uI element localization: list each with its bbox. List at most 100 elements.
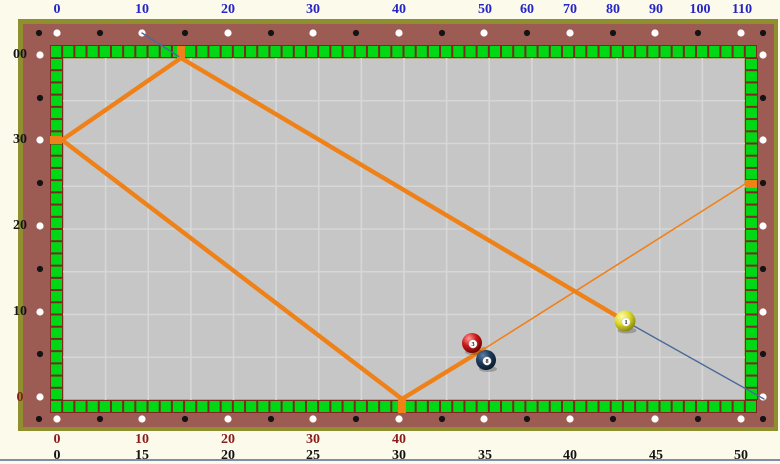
cushion-segment — [453, 46, 464, 57]
diamond-dot-white[interactable] — [737, 29, 745, 37]
cushion-segment — [51, 144, 62, 155]
cushion-segment — [367, 46, 379, 57]
cushion-segment — [209, 401, 220, 412]
diamond-dot-black[interactable] — [609, 415, 617, 423]
diamond-dot-black[interactable] — [181, 29, 189, 37]
cushion-segment — [282, 46, 293, 57]
diamond-dot-black[interactable] — [759, 29, 767, 37]
diamond-dot-white[interactable] — [224, 29, 232, 37]
bottom-red-scale-label-10: 10 — [135, 432, 149, 447]
diamond-dot-white[interactable] — [759, 393, 767, 401]
diamond-dot-black[interactable] — [438, 415, 446, 423]
diamond-dot-white[interactable] — [36, 308, 44, 316]
top-scale-label-70: 70 — [563, 2, 577, 17]
cushion-segment — [746, 95, 757, 106]
cushion-segment — [746, 168, 757, 180]
diamond-dot-white[interactable] — [651, 29, 659, 37]
ball-dark[interactable]: 8 — [476, 350, 497, 372]
diamond-dot-white[interactable] — [138, 415, 146, 423]
diamond-dot-white[interactable] — [224, 415, 232, 423]
diamond-dot-black[interactable] — [609, 29, 617, 37]
diamond-dot-black[interactable] — [96, 29, 104, 37]
cushion-segment — [99, 401, 110, 412]
cushion-segment — [441, 401, 452, 412]
cushion-segment — [51, 315, 62, 326]
diamond-dot-white[interactable] — [759, 308, 767, 316]
cushion-segment — [660, 46, 671, 57]
top-scale-label-110: 110 — [731, 2, 753, 17]
diamond-dot-white[interactable] — [651, 415, 659, 423]
bottom-red-scale-label-0: 0 — [53, 432, 61, 447]
cushion-segment — [258, 46, 269, 57]
ball-yellow[interactable]: 1 — [614, 310, 637, 334]
cushion-segment — [51, 401, 62, 412]
diamond-dot-white[interactable] — [737, 415, 745, 423]
cushion-segment — [404, 401, 415, 412]
cushion-segment — [538, 401, 549, 412]
diamond-dot-white[interactable] — [395, 29, 403, 37]
diamond-dot-black[interactable] — [36, 265, 44, 273]
cushion-segment — [550, 401, 561, 412]
diamond-dot-white[interactable] — [566, 415, 574, 423]
cushion-segment — [746, 266, 757, 277]
diamond-dot-white[interactable] — [309, 29, 317, 37]
diamond-dot-white[interactable] — [36, 136, 44, 144]
diamond-dot-black[interactable] — [759, 415, 767, 423]
diamond-dot-black[interactable] — [759, 350, 767, 358]
diamond-dot-black[interactable] — [759, 265, 767, 273]
diamond-dot-black[interactable] — [36, 179, 44, 187]
diamond-dot-black[interactable] — [36, 94, 44, 102]
cushion-segment — [160, 46, 171, 57]
diamond-dot-white[interactable] — [53, 29, 61, 37]
cushion-segment — [550, 46, 561, 57]
diamond-dot-white[interactable] — [309, 415, 317, 423]
rail-diamonds — [35, 29, 767, 423]
diamond-dot-black[interactable] — [352, 415, 360, 423]
diamond-dot-white[interactable] — [480, 415, 488, 423]
cushion-segment — [51, 217, 62, 228]
diamond-dot-white[interactable] — [759, 136, 767, 144]
trajectory-line — [178, 55, 628, 324]
diamond-dot-black[interactable] — [267, 415, 275, 423]
cushion-segment — [246, 46, 257, 57]
diamond-dot-black[interactable] — [438, 29, 446, 37]
diamond-dot-white[interactable] — [759, 51, 767, 59]
diamond-dot-white[interactable] — [480, 29, 488, 37]
cushion-segment — [636, 401, 647, 412]
cushion-segment — [746, 193, 757, 204]
diamond-dot-white[interactable] — [566, 29, 574, 37]
diamond-dot-black[interactable] — [694, 415, 702, 423]
diamond-dot-white[interactable] — [53, 415, 61, 423]
cushion-segment — [51, 71, 62, 82]
diamond-dot-black[interactable] — [759, 94, 767, 102]
diamond-dot-black[interactable] — [759, 179, 767, 187]
diamond-dot-black[interactable] — [523, 29, 531, 37]
diamond-dot-white[interactable] — [395, 415, 403, 423]
diamond-dot-white[interactable] — [36, 393, 44, 401]
diamond-dot-black[interactable] — [35, 415, 43, 423]
diamond-dot-black[interactable] — [694, 29, 702, 37]
cushion-segment — [209, 46, 220, 57]
cushion-segment — [746, 59, 757, 70]
diamond-dot-white[interactable] — [759, 222, 767, 230]
diamond-dot-white[interactable] — [36, 51, 44, 59]
cushion-segment — [404, 46, 415, 57]
cushion-segment — [51, 168, 62, 180]
cushion-segment — [746, 303, 757, 314]
cushion-segment — [51, 376, 62, 387]
diamond-dot-black[interactable] — [523, 415, 531, 423]
diamond-dot-black[interactable] — [267, 29, 275, 37]
cushion-segment — [453, 401, 464, 412]
cushion-segment — [392, 401, 403, 412]
diamond-dot-black[interactable] — [35, 29, 43, 37]
diamond-dot-black[interactable] — [96, 415, 104, 423]
cushion-segment — [746, 120, 757, 131]
bottom-red-scale-label-20: 20 — [221, 432, 235, 447]
diamond-dot-white[interactable] — [36, 222, 44, 230]
diamond-dot-black[interactable] — [181, 415, 189, 423]
diamond-dot-black[interactable] — [352, 29, 360, 37]
cushion-segment — [746, 364, 757, 375]
cushion-segment — [87, 46, 98, 57]
diamond-dot-black[interactable] — [36, 350, 44, 358]
